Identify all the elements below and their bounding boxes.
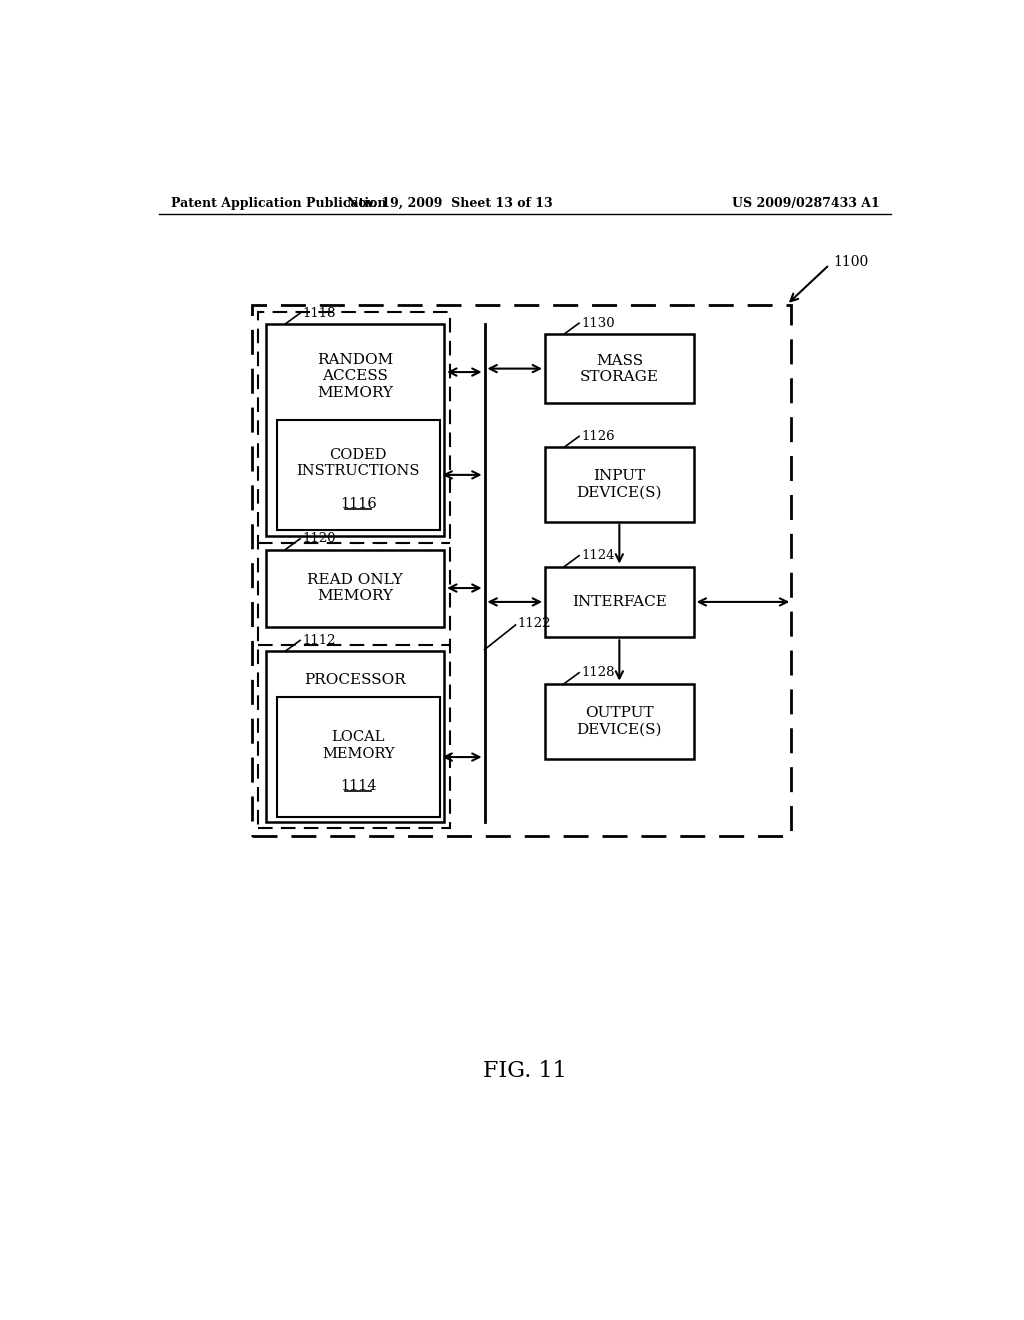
Text: 1120: 1120 [302, 532, 336, 545]
Text: CODED
INSTRUCTIONS: CODED INSTRUCTIONS [296, 449, 420, 478]
Bar [252, 305, 791, 836]
Text: 1114: 1114 [340, 779, 377, 793]
Text: INTERFACE: INTERFACE [572, 595, 667, 609]
Text: FIG. 11: FIG. 11 [483, 1060, 566, 1082]
Bar [266, 651, 444, 822]
Text: 1122: 1122 [517, 616, 551, 630]
Text: 1112: 1112 [302, 634, 336, 647]
Text: MASS
STORAGE: MASS STORAGE [580, 354, 658, 384]
Text: READ ONLY
MEMORY: READ ONLY MEMORY [307, 573, 403, 603]
Text: Nov. 19, 2009  Sheet 13 of 13: Nov. 19, 2009 Sheet 13 of 13 [347, 197, 552, 210]
Text: OUTPUT
DEVICE(S): OUTPUT DEVICE(S) [577, 706, 663, 737]
Text: 1130: 1130 [582, 317, 615, 330]
Bar [258, 313, 450, 829]
Bar [266, 323, 444, 536]
Text: 1124: 1124 [582, 549, 614, 562]
Bar [266, 549, 444, 627]
Text: INPUT
DEVICE(S): INPUT DEVICE(S) [577, 470, 663, 499]
Text: 1118: 1118 [302, 306, 336, 319]
Bar [545, 334, 693, 404]
Text: PROCESSOR: PROCESSOR [304, 673, 406, 688]
Text: 1100: 1100 [834, 255, 868, 268]
Bar [276, 697, 439, 817]
Text: US 2009/0287433 A1: US 2009/0287433 A1 [732, 197, 880, 210]
Bar [545, 447, 693, 521]
Bar [276, 420, 439, 529]
Bar [545, 566, 693, 638]
Text: 1128: 1128 [582, 667, 614, 680]
Text: 1126: 1126 [582, 430, 615, 444]
Text: LOCAL
MEMORY: LOCAL MEMORY [322, 730, 394, 760]
Bar [545, 684, 693, 759]
Text: 1116: 1116 [340, 498, 377, 511]
Text: RANDOM
ACCESS
MEMORY: RANDOM ACCESS MEMORY [317, 354, 393, 400]
Text: Patent Application Publication: Patent Application Publication [171, 197, 386, 210]
